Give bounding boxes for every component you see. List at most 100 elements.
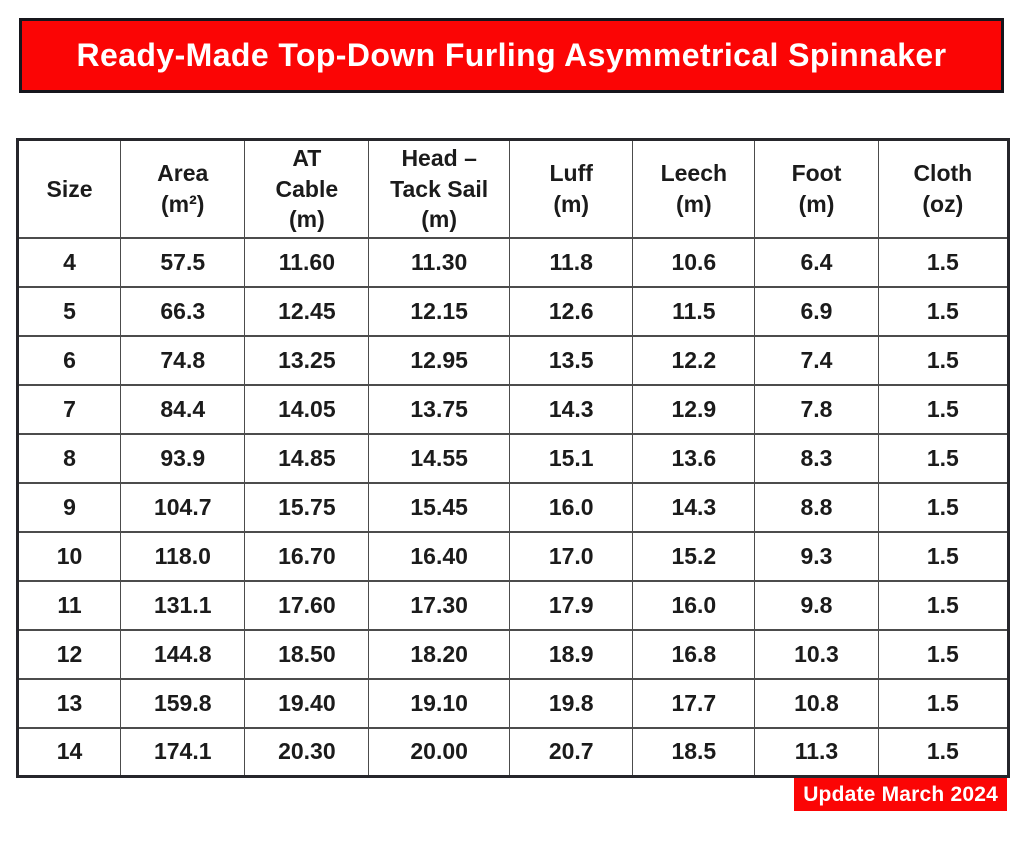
cell-area: 144.8 [120,628,246,680]
cell-cloth: 1.5 [877,383,1010,435]
cell-at-cable: 15.75 [244,481,370,533]
column-header-area: Area (m²) [120,138,246,239]
cell-head-tack-sail: 14.55 [368,432,511,484]
cell-foot: 10.3 [754,628,879,680]
column-header-at-cable: AT Cable (m) [244,138,370,239]
cell-luff: 17.9 [509,579,634,631]
cell-luff: 11.8 [509,236,634,288]
cell-cloth: 1.5 [877,726,1010,778]
cell-size: 14 [16,726,122,778]
cell-foot: 11.3 [754,726,879,778]
cell-leech: 16.8 [632,628,756,680]
table-header: Size Area (m²) AT Cable (m) Head – Tack … [16,138,1010,239]
update-badge: Update March 2024 [794,778,1007,811]
page-title: Ready-Made Top-Down Furling Asymmetrical… [76,37,947,73]
cell-cloth: 1.5 [877,481,1010,533]
cell-leech: 16.0 [632,579,756,631]
cell-leech: 14.3 [632,481,756,533]
table-row: 7 84.4 14.05 13.75 14.3 12.9 7.8 1.5 [16,383,1010,435]
table-body: 4 57.5 11.60 11.30 11.8 10.6 6.4 1.5 5 66.3 12.45… [16,236,1010,778]
cell-leech: 13.6 [632,432,756,484]
column-header-foot: Foot (m) [754,138,879,239]
cell-area: 93.9 [120,432,246,484]
cell-luff: 15.1 [509,432,634,484]
cell-head-tack-sail: 15.45 [368,481,511,533]
table-row: 8 93.9 14.85 14.55 15.1 13.6 8.3 1.5 [16,432,1010,484]
cell-leech: 15.2 [632,530,756,582]
column-header-size: Size [16,138,122,239]
table-row: 11 131.1 17.60 17.30 17.9 16.0 9.8 1.5 [16,579,1010,631]
cell-size: 5 [16,285,122,337]
cell-leech: 17.7 [632,677,756,729]
cell-foot: 6.9 [754,285,879,337]
column-header-cloth: Cloth (oz) [877,138,1010,239]
cell-luff: 17.0 [509,530,634,582]
cell-head-tack-sail: 16.40 [368,530,511,582]
table-row: 10 118.0 16.70 16.40 17.0 15.2 9.3 1.5 [16,530,1010,582]
cell-area: 174.1 [120,726,246,778]
footer: Update March 2024 [0,778,1007,811]
cell-size: 10 [16,530,122,582]
cell-foot: 6.4 [754,236,879,288]
table-row: 4 57.5 11.60 11.30 11.8 10.6 6.4 1.5 [16,236,1010,288]
cell-foot: 7.8 [754,383,879,435]
cell-luff: 14.3 [509,383,634,435]
cell-at-cable: 17.60 [244,579,370,631]
cell-cloth: 1.5 [877,677,1010,729]
cell-foot: 8.3 [754,432,879,484]
cell-cloth: 1.5 [877,432,1010,484]
cell-head-tack-sail: 12.95 [368,334,511,386]
cell-foot: 8.8 [754,481,879,533]
cell-luff: 18.9 [509,628,634,680]
cell-cloth: 1.5 [877,628,1010,680]
table-row: 9 104.7 15.75 15.45 16.0 14.3 8.8 1.5 [16,481,1010,533]
cell-luff: 19.8 [509,677,634,729]
cell-head-tack-sail: 13.75 [368,383,511,435]
table-row: 14 174.1 20.30 20.00 20.7 18.5 11.3 1.5 [16,726,1010,778]
cell-leech: 12.2 [632,334,756,386]
cell-area: 74.8 [120,334,246,386]
cell-size: 4 [16,236,122,288]
cell-foot: 10.8 [754,677,879,729]
cell-at-cable: 14.85 [244,432,370,484]
spinnaker-size-table: Size Area (m²) AT Cable (m) Head – Tack … [16,138,1010,778]
cell-area: 84.4 [120,383,246,435]
cell-area: 57.5 [120,236,246,288]
cell-foot: 9.8 [754,579,879,631]
table-row: 12 144.8 18.50 18.20 18.9 16.8 10.3 1.5 [16,628,1010,680]
cell-size: 11 [16,579,122,631]
cell-luff: 16.0 [509,481,634,533]
cell-cloth: 1.5 [877,530,1010,582]
cell-luff: 12.6 [509,285,634,337]
column-header-head-tack-sail: Head – Tack Sail (m) [368,138,511,239]
table-row: 6 74.8 13.25 12.95 13.5 12.2 7.4 1.5 [16,334,1010,386]
table-header-row: Size Area (m²) AT Cable (m) Head – Tack … [16,138,1010,239]
table-row: 5 66.3 12.45 12.15 12.6 11.5 6.9 1.5 [16,285,1010,337]
cell-luff: 13.5 [509,334,634,386]
cell-at-cable: 16.70 [244,530,370,582]
cell-leech: 11.5 [632,285,756,337]
column-header-leech: Leech (m) [632,138,756,239]
cell-foot: 9.3 [754,530,879,582]
cell-head-tack-sail: 11.30 [368,236,511,288]
cell-area: 159.8 [120,677,246,729]
cell-size: 6 [16,334,122,386]
cell-size: 13 [16,677,122,729]
cell-at-cable: 11.60 [244,236,370,288]
cell-at-cable: 19.40 [244,677,370,729]
cell-head-tack-sail: 19.10 [368,677,511,729]
cell-area: 104.7 [120,481,246,533]
title-banner: Ready-Made Top-Down Furling Asymmetrical… [19,18,1004,93]
cell-at-cable: 20.30 [244,726,370,778]
cell-size: 7 [16,383,122,435]
cell-at-cable: 13.25 [244,334,370,386]
cell-at-cable: 18.50 [244,628,370,680]
cell-head-tack-sail: 20.00 [368,726,511,778]
cell-leech: 10.6 [632,236,756,288]
cell-head-tack-sail: 18.20 [368,628,511,680]
cell-head-tack-sail: 17.30 [368,579,511,631]
cell-cloth: 1.5 [877,334,1010,386]
cell-cloth: 1.5 [877,236,1010,288]
cell-size: 9 [16,481,122,533]
table-row: 13 159.8 19.40 19.10 19.8 17.7 10.8 1.5 [16,677,1010,729]
